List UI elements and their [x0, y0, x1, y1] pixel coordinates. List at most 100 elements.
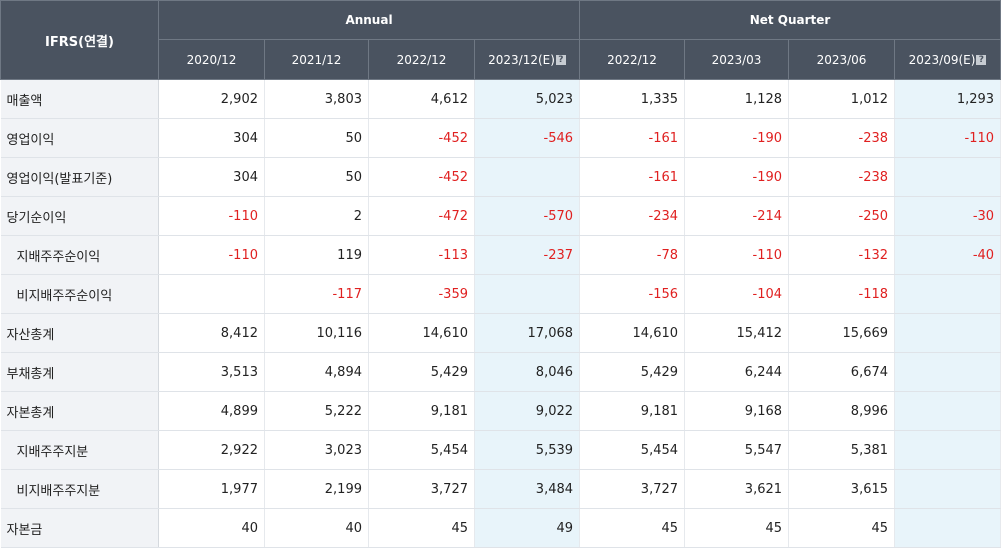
table-cell	[474, 274, 581, 314]
table-cell: 3,615	[788, 469, 896, 509]
row-label: 비지배주주지분	[0, 469, 159, 509]
table-cell: 5,222	[264, 391, 369, 431]
table-cell: 1,977	[158, 469, 265, 509]
table-cell: 304	[158, 157, 265, 197]
table-cell: 9,181	[368, 391, 475, 431]
table-cell: 3,621	[684, 469, 790, 509]
table-cell: 9,022	[474, 391, 581, 431]
table-cell: -110	[158, 196, 265, 236]
table-cell: -78	[579, 235, 686, 275]
table-cell: -452	[368, 157, 475, 197]
group-header-net-quarter[interactable]: Net Quarter	[579, 0, 1002, 40]
table-cell: -452	[368, 118, 475, 158]
table-cell: -214	[684, 196, 790, 236]
table-row: 매출액 2,902 3,803 4,612 5,023 1,335 1,128 1,012 1,…	[0, 79, 1002, 119]
table-cell: 4,899	[158, 391, 265, 431]
period-header: 2023/03	[684, 39, 790, 80]
table-cell: 45	[368, 508, 475, 548]
table-row: 비지배주주순이익 -117 -359 -156 -104 -118	[0, 274, 1002, 314]
table-cell: 3,513	[158, 352, 265, 392]
row-label: 영업이익	[0, 118, 159, 158]
help-icon[interactable]: ?	[976, 55, 987, 65]
row-label: 자산총계	[0, 313, 159, 353]
row-label: 지배주주순이익	[0, 235, 159, 275]
row-label: 부채총계	[0, 352, 159, 392]
row-label: 당기순이익	[0, 196, 159, 236]
corner-label: IFRS(연결)	[0, 0, 159, 80]
table-cell: 40	[264, 508, 369, 548]
table-cell	[894, 508, 1002, 548]
table-cell: -156	[579, 274, 686, 314]
help-icon[interactable]: ?	[555, 55, 566, 65]
period-label: 2022/12	[396, 52, 447, 67]
table-cell: -104	[684, 274, 790, 314]
group-header-annual[interactable]: Annual	[157, 0, 581, 40]
table-cell: 10,116	[264, 313, 369, 353]
table-cell: 4,894	[264, 352, 369, 392]
table-cell: 49	[474, 508, 581, 548]
table-cell: 40	[158, 508, 265, 548]
table-cell: -237	[474, 235, 581, 275]
table-cell: -132	[788, 235, 896, 275]
table-cell: 5,547	[684, 430, 790, 470]
table-row: 자본금 40 40 45 49 45 45 45	[0, 508, 1002, 548]
table-cell: 6,244	[684, 352, 790, 392]
table-cell: 17,068	[474, 313, 581, 353]
period-header: 2022/12	[579, 39, 686, 80]
row-label: 지배주주지분	[0, 430, 159, 470]
table-cell: 15,669	[788, 313, 896, 353]
period-label: 2023/06	[816, 52, 867, 67]
table-cell: -234	[579, 196, 686, 236]
table-cell: -190	[684, 157, 790, 197]
table-cell: 45	[788, 508, 896, 548]
table-cell: 9,168	[684, 391, 790, 431]
table-cell: 2,922	[158, 430, 265, 470]
table-cell: 3,727	[579, 469, 686, 509]
table-cell: 3,727	[368, 469, 475, 509]
table-row: 부채총계 3,513 4,894 5,429 8,046 5,429 6,244 6,674	[0, 352, 1002, 392]
table-cell: 1,012	[788, 79, 896, 119]
table-cell: 8,412	[158, 313, 265, 353]
table-cell	[894, 469, 1002, 509]
row-label: 자본금	[0, 508, 159, 548]
period-label: 2020/12	[186, 52, 237, 67]
table-cell: 9,181	[579, 391, 686, 431]
table-cell: 8,046	[474, 352, 581, 392]
table-cell: 5,023	[474, 79, 581, 119]
period-label: 2023/03	[711, 52, 762, 67]
table-cell: 50	[264, 118, 369, 158]
table-cell: -570	[474, 196, 581, 236]
table-cell: 5,454	[579, 430, 686, 470]
table-body: 매출액 2,902 3,803 4,612 5,023 1,335 1,128 1,012 1,…	[0, 79, 1002, 548]
table-cell: 2,902	[158, 79, 265, 119]
table-row: 당기순이익 -110 2 -472 -570 -234 -214 -250 -30	[0, 196, 1002, 236]
table-cell	[894, 430, 1002, 470]
row-label: 비지배주주순이익	[0, 274, 159, 314]
table-cell: -110	[894, 118, 1002, 158]
row-label: 영업이익(발표기준)	[0, 157, 159, 197]
table-cell: 5,429	[579, 352, 686, 392]
table-cell: 50	[264, 157, 369, 197]
period-header: 2023/12(E)?	[473, 39, 581, 80]
table-cell	[894, 274, 1002, 314]
table-cell: -113	[368, 235, 475, 275]
table-row: 비지배주주지분 1,977 2,199 3,727 3,484 3,727 3,621 3,6…	[0, 469, 1002, 509]
table-cell: 304	[158, 118, 265, 158]
table-cell: -190	[684, 118, 790, 158]
table-cell: 1,128	[684, 79, 790, 119]
table-cell: -110	[158, 235, 265, 275]
table-cell: 14,610	[579, 313, 686, 353]
table-cell: -161	[579, 118, 686, 158]
table-cell: -117	[264, 274, 369, 314]
table-cell: -250	[788, 196, 896, 236]
table-row: 지배주주지분 2,922 3,023 5,454 5,539 5,454 5,547 5,38…	[0, 430, 1002, 470]
table-cell: -30	[894, 196, 1002, 236]
table-cell: 14,610	[368, 313, 475, 353]
table-cell: 6,674	[788, 352, 896, 392]
table-cell: 15,412	[684, 313, 790, 353]
table-cell: -238	[788, 118, 896, 158]
period-header: 2022/12	[368, 39, 475, 80]
table-row: 지배주주순이익 -110 119 -113 -237 -78 -110 -132 -40	[0, 235, 1002, 275]
table-cell: 1,293	[894, 79, 1002, 119]
